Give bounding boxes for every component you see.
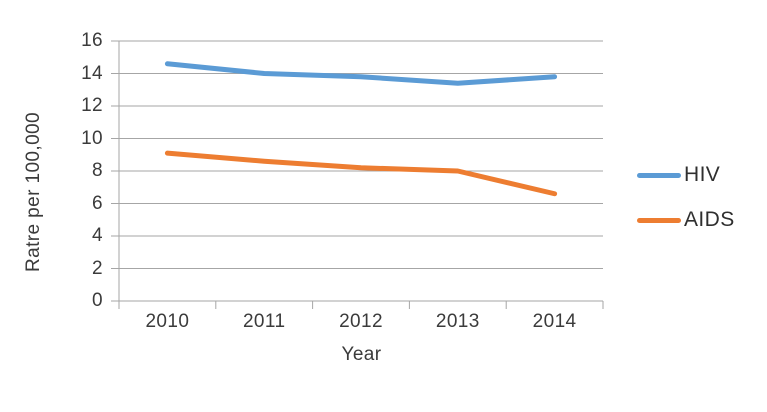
series-line-hiv <box>164 61 558 86</box>
legend-label-aids: AIDS <box>684 208 735 231</box>
y-tick-label-8: 8 <box>92 160 103 181</box>
legend-swatch-hiv <box>637 172 681 178</box>
y-tick-label-14: 14 <box>81 62 103 84</box>
legend-entry-hiv: HIV <box>637 163 735 187</box>
legend: HIV AIDS <box>637 163 735 232</box>
y-tick-label-16: 16 <box>81 30 103 51</box>
x-axis-title: Year <box>341 344 382 365</box>
y-tick-label-6: 6 <box>92 192 103 214</box>
y-tick-label-0: 0 <box>92 290 103 311</box>
x-tick-label-2011: 2011 <box>242 311 286 332</box>
legend-label-hiv: HIV <box>684 163 721 186</box>
legend-swatch-aids <box>637 217 681 223</box>
y-tick-label-4: 4 <box>92 225 103 246</box>
y-tick-label-12: 12 <box>81 95 103 116</box>
series-line-aids <box>164 150 558 197</box>
y-tick-label-10: 10 <box>81 127 103 149</box>
y-tick-label-2: 2 <box>92 257 103 279</box>
x-tick-label-2014: 2014 <box>532 311 577 332</box>
x-tick-label-2013: 2013 <box>435 311 480 332</box>
x-tick-label-2010: 2010 <box>145 311 190 332</box>
x-tick-label-2012: 2012 <box>339 311 383 332</box>
legend-entry-aids: AIDS <box>637 208 735 232</box>
